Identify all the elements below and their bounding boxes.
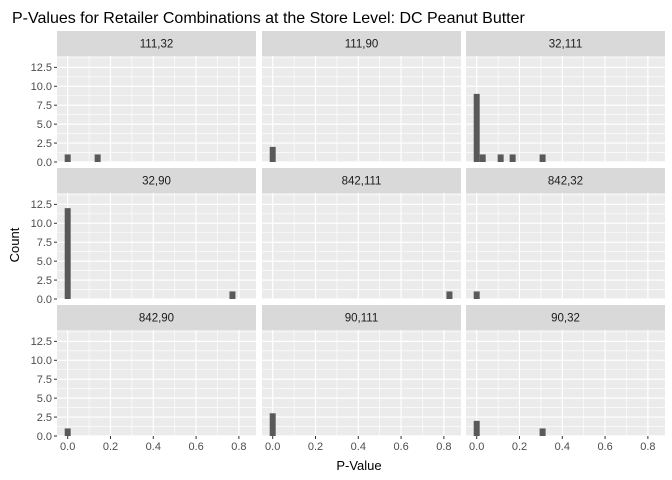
- y-tick-label: 12.5: [31, 336, 52, 348]
- facet-panel: 90,32: [466, 305, 665, 437]
- facet-strip: [57, 305, 256, 330]
- x-tick-label: 0.8: [640, 441, 655, 453]
- facet-panel: 32,90: [57, 168, 256, 300]
- facet-strip: [262, 31, 461, 56]
- facet-strip-label: 842,111: [342, 176, 382, 188]
- panel-background: [466, 56, 665, 162]
- y-tick-label: 5.0: [37, 119, 52, 131]
- x-axis-tick-labels: 0.0 0.2 0.4 0.6 0.8 0.0 0.2 0.4 0.6 0.8 0.0 0.2 0.4 0…: [60, 436, 656, 453]
- facet-strip-label: 90,111: [345, 313, 378, 325]
- histogram-bar: [446, 291, 453, 299]
- facet-strip-label: 842,90: [139, 313, 174, 325]
- facet-strip-label: 32,90: [142, 176, 171, 188]
- facet-strip: [262, 305, 461, 330]
- histogram-bar: [64, 428, 71, 436]
- panel-background: [466, 193, 665, 299]
- x-tick-label: 0.8: [231, 441, 246, 453]
- facet-strip-label: 842,32: [548, 176, 583, 188]
- panel-background: [262, 193, 461, 299]
- facet-strip: [466, 305, 665, 330]
- facet-strip: [57, 31, 256, 56]
- histogram-bar: [229, 291, 236, 299]
- y-tick-label: 10.0: [31, 218, 52, 230]
- x-tick-label: 0.4: [555, 441, 570, 453]
- histogram-bar: [509, 154, 516, 162]
- facet-panel: 90,111: [262, 305, 461, 437]
- facet-panel: 32,111: [466, 31, 665, 163]
- panel-background: [57, 330, 256, 436]
- x-tick-label: 0.2: [103, 441, 118, 453]
- histogram-bar: [539, 428, 546, 436]
- y-tick-label: 7.5: [37, 100, 52, 112]
- facet-strip-label: 90,32: [551, 313, 580, 325]
- facet-panel: 842,90: [57, 305, 256, 437]
- facet-strip: [57, 168, 256, 193]
- y-tick-label: 2.5: [37, 412, 52, 424]
- facet-panel: 842,32: [466, 168, 665, 300]
- histogram-bar: [497, 154, 504, 162]
- histogram-bar: [539, 154, 546, 162]
- x-tick-label: 0.0: [265, 441, 280, 453]
- histogram-bar: [269, 146, 276, 162]
- facet-panel: 111,90: [262, 31, 461, 163]
- facet-panel: 842,111: [262, 168, 461, 300]
- y-tick-label: 5.0: [37, 393, 52, 405]
- x-tick-label: 0.6: [393, 441, 408, 453]
- panel-background: [57, 56, 256, 162]
- x-tick-label: 0.0: [60, 441, 75, 453]
- y-axis-title: Count: [7, 227, 22, 262]
- facet-strip: [466, 168, 665, 193]
- x-tick-label: 0.2: [308, 441, 323, 453]
- histogram-bar: [269, 413, 276, 436]
- y-axis-tick-labels: 0.0 2.5 5.0 7.5 10.0 12.5 0.0 2.5 5.0 7.5 10.0 12.5…: [31, 62, 57, 443]
- y-tick-label: 12.5: [31, 199, 52, 211]
- y-tick-label: 0.0: [37, 157, 52, 169]
- histogram-bar: [473, 420, 480, 436]
- facet-strip-label: 111,32: [140, 39, 173, 51]
- chart-title: P-Values for Retailer Combinations at th…: [12, 10, 526, 27]
- panel-background: [262, 330, 461, 436]
- y-tick-label: 0.0: [37, 294, 52, 306]
- histogram-bar: [64, 208, 71, 299]
- histogram-bar: [473, 93, 480, 162]
- facet-panel: 111,32: [57, 31, 256, 163]
- y-tick-label: 0.0: [37, 431, 52, 443]
- y-tick-label: 2.5: [37, 138, 52, 150]
- x-axis-title: P-Value: [336, 458, 381, 473]
- x-tick-label: 0.4: [351, 441, 366, 453]
- panel-background: [57, 193, 256, 299]
- histogram-bar: [94, 154, 101, 162]
- histogram-bar: [473, 291, 480, 299]
- histogram-bar: [479, 154, 486, 162]
- y-tick-label: 7.5: [37, 374, 52, 386]
- y-tick-label: 10.0: [31, 81, 52, 93]
- y-tick-label: 7.5: [37, 237, 52, 249]
- x-tick-label: 0.8: [436, 441, 451, 453]
- facet-panels: 111,32 111,90 32,111 32,90 842,111 842,32 842,…: [57, 31, 665, 437]
- panel-background: [262, 56, 461, 162]
- x-tick-label: 0.0: [469, 441, 484, 453]
- facet-strip-label: 111,90: [345, 39, 378, 51]
- facet-strip-label: 32,111: [549, 39, 582, 51]
- histogram-bar: [64, 154, 71, 162]
- x-tick-label: 0.6: [188, 441, 203, 453]
- y-tick-label: 2.5: [37, 275, 52, 287]
- y-tick-label: 10.0: [31, 355, 52, 367]
- y-tick-label: 12.5: [31, 62, 52, 74]
- x-tick-label: 0.4: [146, 441, 161, 453]
- panel-background: [466, 330, 665, 436]
- x-tick-label: 0.6: [597, 441, 612, 453]
- facet-strip: [262, 168, 461, 193]
- x-tick-label: 0.2: [512, 441, 527, 453]
- facet-strip: [466, 31, 665, 56]
- y-tick-label: 5.0: [37, 256, 52, 268]
